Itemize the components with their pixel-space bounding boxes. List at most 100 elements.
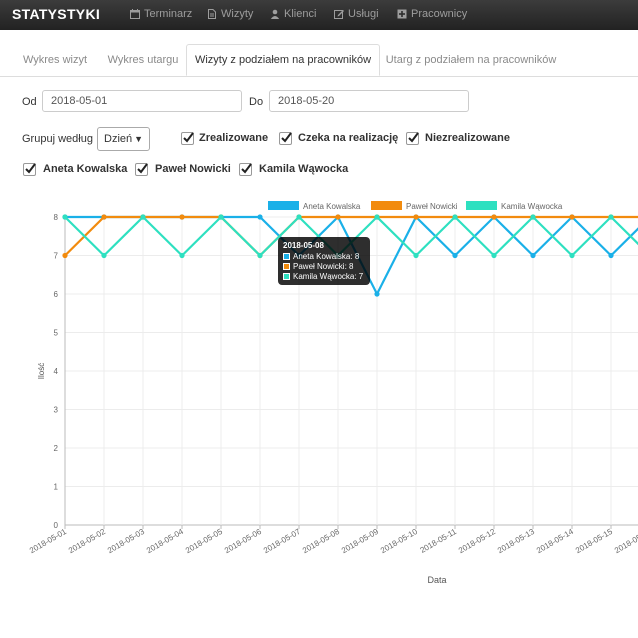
legend-swatch: [268, 201, 299, 210]
x-tick-label: 2018-05-03: [106, 527, 146, 556]
from-label: Od: [22, 96, 37, 108]
group-label: Grupuj według: [22, 133, 93, 145]
checkbox-label: Czeka na realizację: [298, 132, 399, 144]
tab-bar: Wykres wizyt Wykres utargu Wizyty z podz…: [0, 44, 638, 77]
nav-item-terminarz[interactable]: Terminarz: [130, 8, 192, 20]
data-point: [179, 252, 185, 259]
data-point: [530, 214, 536, 220]
x-tick-label: 2018-05-06: [223, 527, 263, 556]
x-axis-ticks: 2018-05-01 2018-05-02 2018-05-03 2018-05-04…: [28, 525, 638, 555]
data-point: [101, 214, 107, 220]
tab-wizyty-pracownicy[interactable]: Wizyty z podziałem na pracowników: [186, 44, 380, 76]
data-point: [257, 252, 263, 259]
x-tick-label: 2018-05-01: [28, 527, 68, 556]
tooltip-row: Kamila Wąwocka: 7: [283, 272, 363, 281]
legend-swatch: [283, 263, 290, 270]
data-point: [374, 291, 380, 297]
x-tick-label: 2018-05-13: [496, 527, 536, 556]
nav-item-pracownicy[interactable]: Pracownicy: [397, 8, 467, 20]
nav-label: Pracownicy: [411, 8, 468, 20]
nav-label: Terminarz: [144, 8, 193, 20]
to-date-input[interactable]: 2018-05-20: [269, 90, 469, 112]
legend-label: Aneta Kowalska: [303, 202, 361, 211]
check-icon: [25, 163, 36, 174]
y-tick-label: 7: [54, 252, 59, 261]
check-icon: [281, 132, 292, 143]
series-line: [64, 215, 638, 258]
tooltip-row-text: Kamila Wąwocka: 7: [293, 272, 364, 281]
data-point: [413, 252, 419, 259]
series-line: [64, 215, 638, 258]
check-icon: [183, 132, 194, 143]
data-point: [491, 252, 497, 259]
tooltip-title: 2018-05-08: [283, 241, 324, 250]
top-navbar: STATYSTYKI Terminarz Wizyty Klienci Usłu…: [0, 0, 638, 30]
check-icon: [137, 163, 148, 174]
data-point: [257, 214, 263, 220]
data-point: [335, 214, 341, 220]
nav-item-wizyty[interactable]: Wizyty: [207, 8, 253, 20]
data-point: [101, 252, 107, 259]
file-icon: [208, 9, 216, 19]
caret-down-icon: ▼: [134, 134, 143, 144]
data-point: [569, 252, 575, 259]
x-tick-label: 2018-05-09: [340, 527, 380, 556]
y-axis-label: Ilość: [37, 363, 46, 379]
x-tick-label: 2018-05-08: [301, 527, 341, 556]
y-tick-label: 1: [54, 483, 59, 492]
data-point: [140, 214, 146, 220]
x-tick-label: 2018-05-07: [262, 527, 302, 556]
checkbox-kamila[interactable]: [239, 163, 252, 176]
nav-label: Wizyty: [221, 8, 254, 20]
data-point: [62, 214, 68, 220]
data-point: [452, 214, 458, 220]
checkbox-pawel[interactable]: [135, 163, 148, 176]
legend-label: Kamila Wąwocka: [501, 202, 563, 211]
y-tick-label: 5: [54, 329, 59, 338]
chart-legend: Aneta Kowalska Paweł Nowicki Kamila Wąwock…: [268, 201, 563, 211]
y-tick-label: 4: [54, 367, 59, 376]
tab-wykres-utargu[interactable]: Wykres utargu: [107, 54, 179, 66]
checkbox-aneta[interactable]: [23, 163, 36, 176]
checkbox-label: Kamila Wąwocka: [259, 163, 349, 175]
checkbox-label: Niezrealizowane: [425, 132, 510, 144]
checkbox-niezrealizowane[interactable]: [406, 132, 419, 145]
x-axis-label: Data: [427, 575, 446, 585]
group-select-value: Dzień: [104, 133, 133, 145]
data-point: [530, 252, 536, 259]
tab-utarg-pracownicy[interactable]: Utarg z podziałem na pracowników: [385, 54, 557, 66]
legend-swatch: [466, 201, 497, 210]
from-date-input[interactable]: 2018-05-01: [42, 90, 242, 112]
chart-tooltip: 2018-05-08 Aneta Kowalska: 8 Paweł Nowic…: [278, 237, 370, 285]
visits-line-chart: 0 1 2 3 4 5 6 7 8 2018-05-01 2018-05-02 2018-05-03…: [28, 201, 638, 585]
tooltip-row: Aneta Kowalska: 8: [283, 252, 359, 261]
user-icon: [270, 9, 280, 19]
group-select[interactable]: Dzień ▼: [97, 127, 150, 151]
tooltip-row-text: Aneta Kowalska: 8: [293, 252, 360, 261]
tooltip-row-text: Paweł Nowicki: 8: [293, 262, 354, 271]
nav-item-uslugi[interactable]: Usługi: [334, 8, 379, 20]
edit-icon: [334, 10, 344, 19]
data-point: [296, 214, 302, 220]
nav-label: Usługi: [348, 8, 379, 20]
legend-label: Paweł Nowicki: [406, 202, 458, 211]
y-tick-label: 3: [54, 406, 59, 415]
x-tick-label: 2018-05-12: [457, 527, 497, 556]
checkbox-czeka[interactable]: [279, 132, 292, 145]
data-point: [62, 252, 68, 259]
x-tick-label: 2018-05-05: [184, 527, 224, 556]
tab-wykres-wizyt[interactable]: Wykres wizyt: [22, 54, 88, 66]
checkbox-zrealizowane[interactable]: [181, 132, 194, 145]
x-tick-label: 2018-05-16: [613, 527, 638, 556]
x-tick-label: 2018-05-14: [535, 527, 575, 556]
data-point: [218, 214, 224, 220]
y-tick-label: 2: [54, 444, 59, 453]
to-label: Do: [249, 96, 264, 108]
calendar-icon: [130, 9, 140, 19]
data-point: [569, 214, 575, 220]
nav-item-klienci[interactable]: Klienci: [270, 8, 316, 20]
x-tick-label: 2018-05-11: [419, 527, 459, 555]
brand[interactable]: STATYSTYKI: [12, 6, 101, 22]
data-point: [179, 214, 185, 220]
data-point: [452, 252, 458, 259]
